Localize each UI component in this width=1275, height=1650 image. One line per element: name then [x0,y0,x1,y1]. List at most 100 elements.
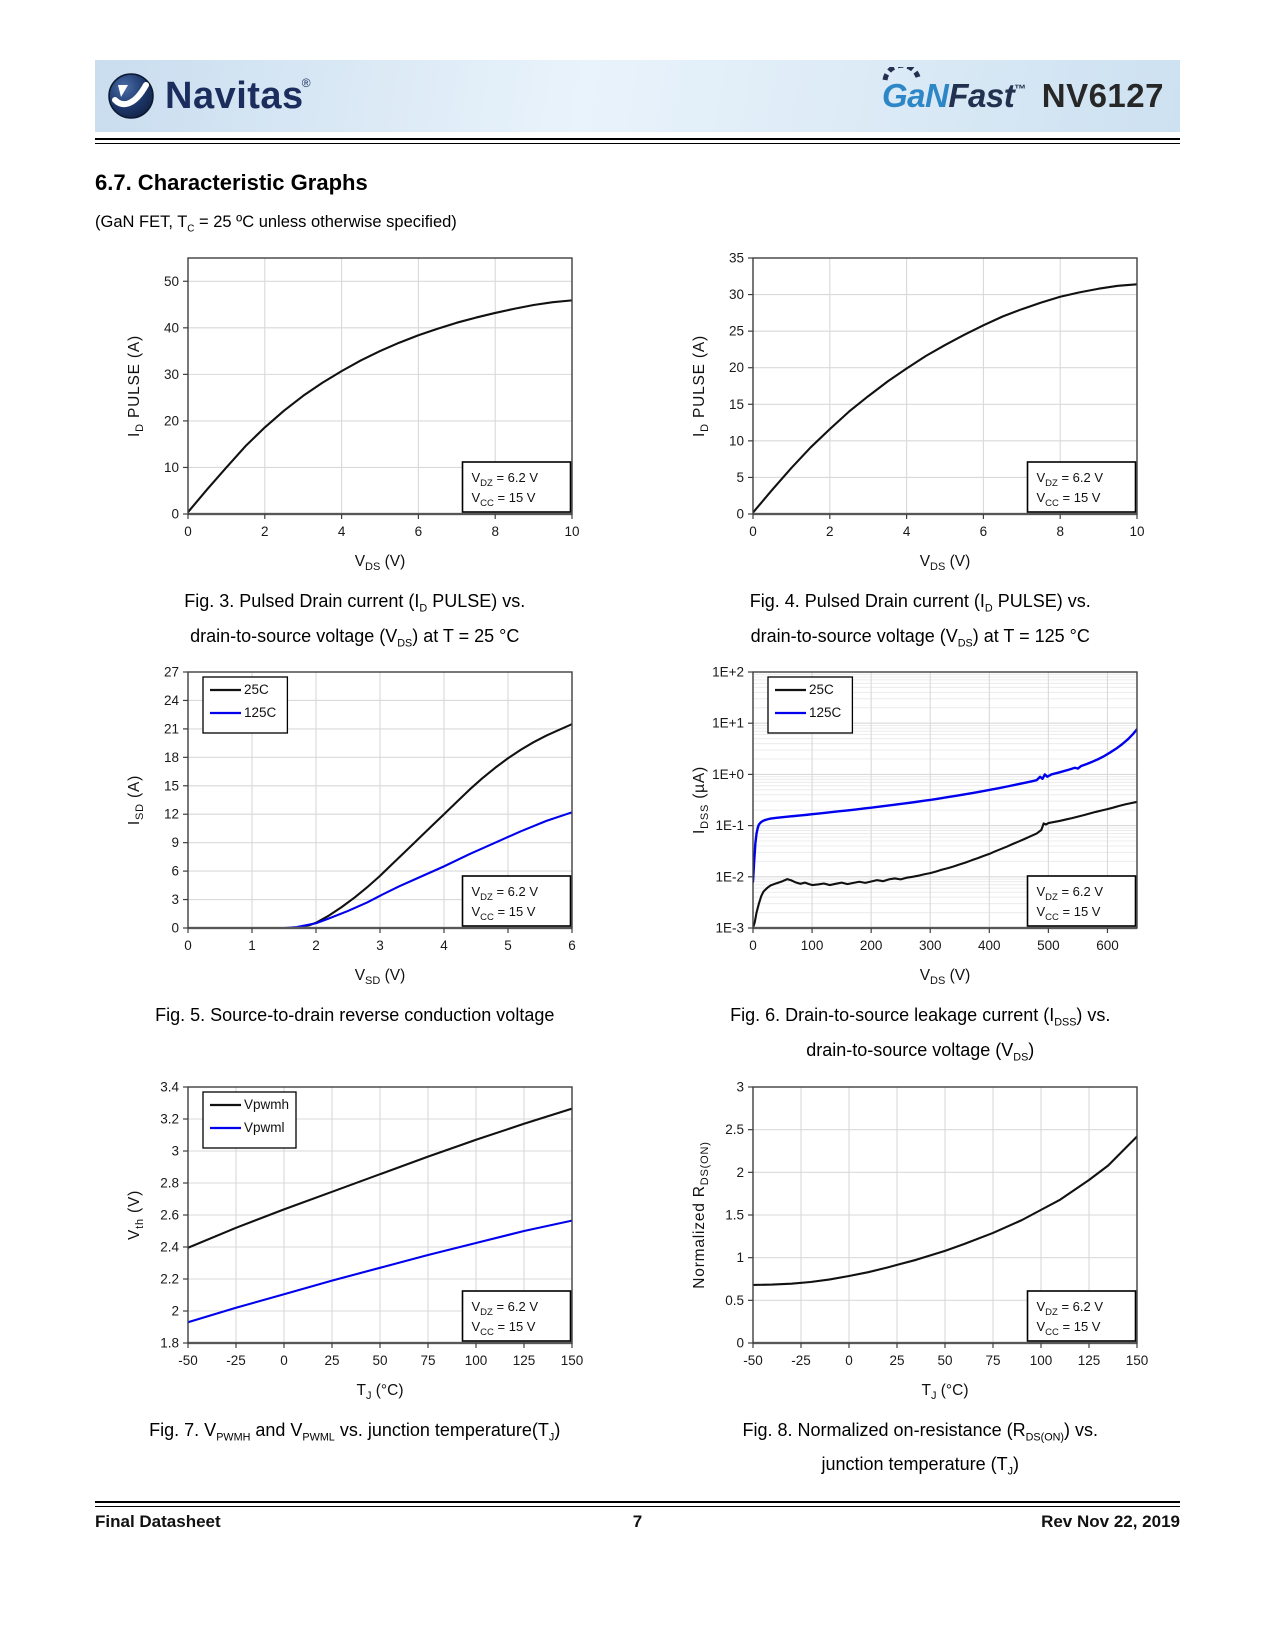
axis-ticks: -50 -25 0 25 50 75 100 125 150 0 0.5 1 1.5 2 2.5 3 [725,1079,1148,1368]
svg-text:100: 100 [801,938,824,953]
series-125C [753,728,1138,884]
x-axis-label: TJ (°C) [356,1382,403,1402]
svg-text:5: 5 [737,470,745,485]
svg-text:2: 2 [312,938,320,953]
svg-text:1: 1 [737,1250,745,1265]
svg-text:0: 0 [749,938,757,953]
svg-text:VCC = 15 V: VCC = 15 V [1037,490,1101,509]
speedometer-icon [882,67,921,81]
footer-left: Final Datasheet [95,1512,221,1531]
svg-text:10: 10 [564,524,579,539]
svg-text:VCC = 15 V: VCC = 15 V [1037,1319,1101,1338]
page-number: 7 [632,1512,643,1531]
svg-text:125: 125 [512,1353,535,1368]
svg-text:125C: 125C [244,705,277,720]
figure-8: -50 -25 0 25 50 75 100 125 150 0 0.5 1 1.5 2 2.5 3 TJ (°… [689,1075,1151,1483]
svg-text:400: 400 [978,938,1001,953]
svg-text:50: 50 [938,1353,953,1368]
section-title: 6.7. Characteristic Graphs [95,170,368,195]
svg-text:VDZ = 6.2 V: VDZ = 6.2 V [1037,470,1104,489]
x-axis-label: VDS (V) [920,553,971,573]
svg-text:12: 12 [164,807,179,822]
svg-text:VDZ = 6.2 V: VDZ = 6.2 V [471,884,538,903]
svg-text:VCC = 15 V: VCC = 15 V [471,1319,535,1338]
svg-text:2.6: 2.6 [160,1207,179,1222]
footer-row: Final Datasheet 7 Rev Nov 22, 2019 [95,1507,1180,1532]
svg-text:40: 40 [164,321,179,336]
figure-7: -50 -25 0 25 50 75 100 125 150 1.8 2 2.2 2.4 2.6 2.8 3 3… [124,1075,586,1483]
svg-text:75: 75 [986,1353,1001,1368]
svg-text:15: 15 [164,779,179,794]
x-axis-label: VSD (V) [354,967,405,987]
svg-text:300: 300 [919,938,942,953]
navitas-brand: Navitas® [107,72,313,120]
fig4-svg: 0 2 4 6 8 10 0 5 10 15 20 25 30 35 VDS (V) ID PULSE (A)… [691,251,1145,574]
svg-text:1.8: 1.8 [160,1335,179,1350]
svg-text:2: 2 [261,524,269,539]
svg-text:VCC = 15 V: VCC = 15 V [1037,904,1101,923]
svg-text:2.4: 2.4 [160,1239,179,1254]
product-brand: GaNFast™ NV6127 [882,67,1164,115]
series-125C [187,811,572,929]
fig5-chart: 0 1 2 3 4 5 6 0 3 6 9 12 15 18 21 24 27 VSD (V) ISD (A) 25C… [124,660,586,995]
y-axis-label: Vth (V) [126,1190,146,1240]
svg-text:30: 30 [729,287,744,302]
svg-text:-50: -50 [743,1353,763,1368]
svg-text:6: 6 [414,524,422,539]
y-axis-label: Normalized RDS(ON) [691,1141,711,1288]
svg-text:-25: -25 [226,1353,246,1368]
svg-text:8: 8 [491,524,499,539]
svg-text:2.8: 2.8 [160,1175,179,1190]
conditions-note: (GaN FET, TC = 25 ºC unless otherwise sp… [95,213,457,235]
svg-text:-25: -25 [791,1353,811,1368]
series-Vpwmh [187,1107,572,1249]
axis-ticks: 0 2 4 6 8 10 0 10 20 30 40 50 [164,274,580,539]
trademark: ™ [1014,82,1026,96]
footer-right: Rev Nov 22, 2019 [1041,1512,1180,1531]
svg-text:4: 4 [440,938,448,953]
svg-text:VDZ = 6.2 V: VDZ = 6.2 V [471,1299,538,1318]
svg-text:35: 35 [729,251,744,266]
svg-text:1.5: 1.5 [725,1207,744,1222]
svg-text:VDZ = 6.2 V: VDZ = 6.2 V [471,470,538,489]
svg-text:25C: 25C [244,682,269,697]
fig3-chart: 0 2 4 6 8 10 0 10 20 30 40 50 VDS (V) ID PULSE (A) VDZ… [124,246,586,581]
svg-text:1E-2: 1E-2 [716,870,745,885]
svg-text:150: 150 [1126,1353,1149,1368]
svg-text:0: 0 [845,1353,853,1368]
svg-text:VCC = 15 V: VCC = 15 V [471,490,535,509]
svg-text:50: 50 [372,1353,387,1368]
svg-text:75: 75 [420,1353,435,1368]
plot-border [187,257,573,515]
y-axis-label: ID PULSE (A) [126,335,146,437]
svg-text:4: 4 [338,524,346,539]
svg-text:1E+2: 1E+2 [712,665,744,680]
y-axis-label: ID PULSE (A) [691,335,711,437]
svg-text:20: 20 [164,414,179,429]
svg-text:100: 100 [464,1353,487,1368]
fig7-svg: -50 -25 0 25 50 75 100 125 150 1.8 2 2.2 2.4 2.6 2.8 3 3… [126,1079,583,1402]
svg-text:2: 2 [171,1303,179,1318]
svg-text:VCC = 15 V: VCC = 15 V [471,904,535,923]
svg-text:2: 2 [826,524,834,539]
svg-text:125C: 125C [809,705,842,720]
svg-text:6: 6 [171,864,179,879]
svg-text:25C: 25C [809,682,834,697]
svg-text:1E-1: 1E-1 [716,819,745,834]
fig3-svg: 0 2 4 6 8 10 0 10 20 30 40 50 VDS (V) ID PULSE (A) VDZ… [126,257,580,573]
fig7-caption: Fig. 7. VPWMH and VPWML vs. junction tem… [149,1419,561,1444]
svg-text:-50: -50 [178,1353,198,1368]
svg-text:0: 0 [280,1353,288,1368]
x-axis-label: VDS (V) [920,967,971,987]
svg-text:3: 3 [171,892,179,907]
series-RDSON [753,1134,1138,1286]
fig4-chart: 0 2 4 6 8 10 0 5 10 15 20 25 30 35 VDS (V) ID PULSE (A)… [689,246,1151,581]
svg-text:1E-3: 1E-3 [716,921,745,936]
footer-rule [95,1501,1180,1507]
svg-text:6: 6 [980,524,988,539]
svg-text:3.2: 3.2 [160,1111,179,1126]
